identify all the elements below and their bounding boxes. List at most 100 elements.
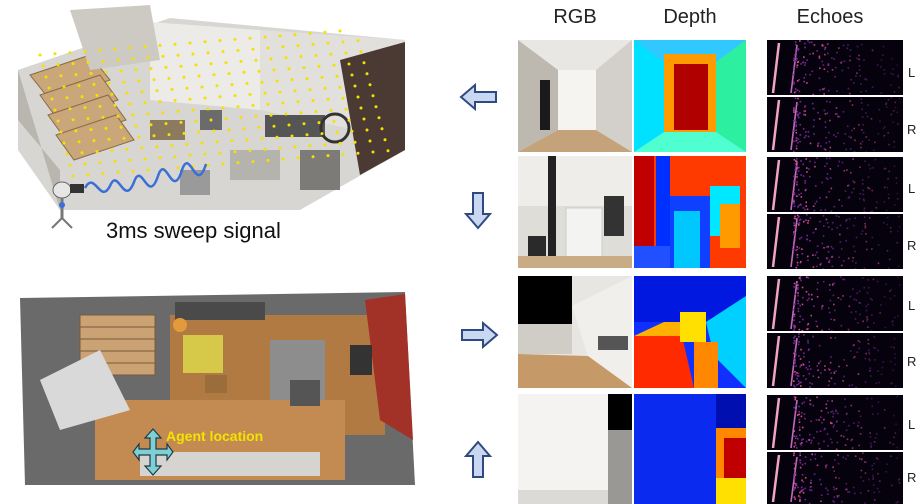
sweep-signal-label: 3ms sweep signal xyxy=(106,218,281,243)
sample-point xyxy=(98,161,102,165)
sample-point xyxy=(338,85,342,89)
sample-point xyxy=(338,29,342,33)
sample-point xyxy=(284,56,288,60)
sample-point xyxy=(83,162,87,166)
sample-point xyxy=(377,116,381,120)
sample-point xyxy=(338,141,342,145)
sample-point xyxy=(113,103,117,107)
sample-point xyxy=(143,157,147,161)
depth-frame-1 xyxy=(634,40,746,152)
sample-point xyxy=(203,40,207,44)
sample-point xyxy=(266,158,270,162)
sample-point xyxy=(197,130,201,134)
sample-point xyxy=(353,84,357,88)
sample-point xyxy=(44,75,48,79)
sample-point xyxy=(323,143,327,147)
sample-point xyxy=(164,65,168,69)
rgb-frame-4 xyxy=(518,394,632,504)
sample-point xyxy=(113,47,117,51)
sample-point xyxy=(335,74,339,78)
left-arrow-icon xyxy=(459,82,497,112)
agent-location-marker xyxy=(132,428,174,476)
sample-point xyxy=(134,68,138,72)
depth-column-header: Depth xyxy=(663,6,717,28)
sample-point xyxy=(272,124,276,128)
sample-point xyxy=(92,82,96,86)
sample-point xyxy=(119,125,123,129)
sample-point xyxy=(245,81,249,85)
sample-point xyxy=(251,103,255,107)
sample-point xyxy=(239,59,243,63)
sample-point xyxy=(80,95,84,99)
sample-point xyxy=(218,39,222,43)
sample-point xyxy=(185,86,189,90)
sample-point xyxy=(314,110,318,114)
sample-point xyxy=(206,51,210,55)
sample-point xyxy=(128,158,132,162)
sample-point xyxy=(194,119,198,123)
sample-point xyxy=(101,115,105,119)
sample-point xyxy=(173,98,177,102)
sample-point xyxy=(362,61,366,65)
sample-point xyxy=(212,73,216,77)
action-down-arrow xyxy=(463,190,493,230)
sample-point xyxy=(86,173,90,177)
sample-point xyxy=(323,30,327,34)
sample-point xyxy=(167,133,171,137)
sample-point xyxy=(77,140,81,144)
sample-point xyxy=(371,94,375,98)
sample-point xyxy=(305,77,309,81)
sample-point xyxy=(242,127,246,131)
sample-point xyxy=(347,118,351,122)
sample-point xyxy=(350,73,354,77)
sample-point xyxy=(77,84,81,88)
echo-left-1 xyxy=(767,40,903,95)
sample-point xyxy=(53,108,57,112)
sample-point xyxy=(386,149,390,153)
sample-point xyxy=(311,155,315,159)
sample-point xyxy=(209,118,213,122)
sample-point xyxy=(356,151,360,155)
sample-point xyxy=(50,97,54,101)
sample-point xyxy=(176,53,180,57)
sample-point xyxy=(83,106,87,110)
sample-point xyxy=(299,55,303,59)
sample-point xyxy=(275,79,279,83)
sample-point xyxy=(233,150,237,154)
sample-point xyxy=(206,107,210,111)
sample-point xyxy=(101,59,105,63)
sample-point xyxy=(278,34,282,38)
sample-point xyxy=(113,159,117,163)
sample-point xyxy=(146,112,150,116)
sample-point xyxy=(323,86,327,90)
sample-point xyxy=(341,152,345,156)
echo-right-1 xyxy=(767,97,903,152)
sample-point xyxy=(68,163,72,167)
sample-point xyxy=(293,33,297,37)
sample-point xyxy=(362,117,366,121)
sample-point xyxy=(176,109,180,113)
sample-point xyxy=(224,61,228,65)
sample-point xyxy=(278,146,282,150)
sample-point xyxy=(38,53,42,57)
sample-point xyxy=(311,99,315,103)
sample-point xyxy=(203,152,207,156)
sample-point xyxy=(74,129,78,133)
depth-frame-3 xyxy=(634,276,746,388)
sample-point xyxy=(314,53,318,57)
sample-point xyxy=(269,113,273,117)
right-channel-label: R xyxy=(907,470,917,485)
left-channel-label: L xyxy=(908,181,916,196)
echo-left-3 xyxy=(767,276,903,331)
sample-point xyxy=(251,160,255,164)
sample-point xyxy=(236,161,240,165)
sample-point xyxy=(233,37,237,41)
sample-point xyxy=(218,95,222,99)
sample-point xyxy=(173,155,177,159)
sample-point xyxy=(56,63,60,67)
sample-point xyxy=(227,72,231,76)
sample-point xyxy=(287,67,291,71)
sample-point xyxy=(317,64,321,68)
echoes-column-header: Echoes xyxy=(796,6,864,28)
sample-point xyxy=(125,91,129,95)
